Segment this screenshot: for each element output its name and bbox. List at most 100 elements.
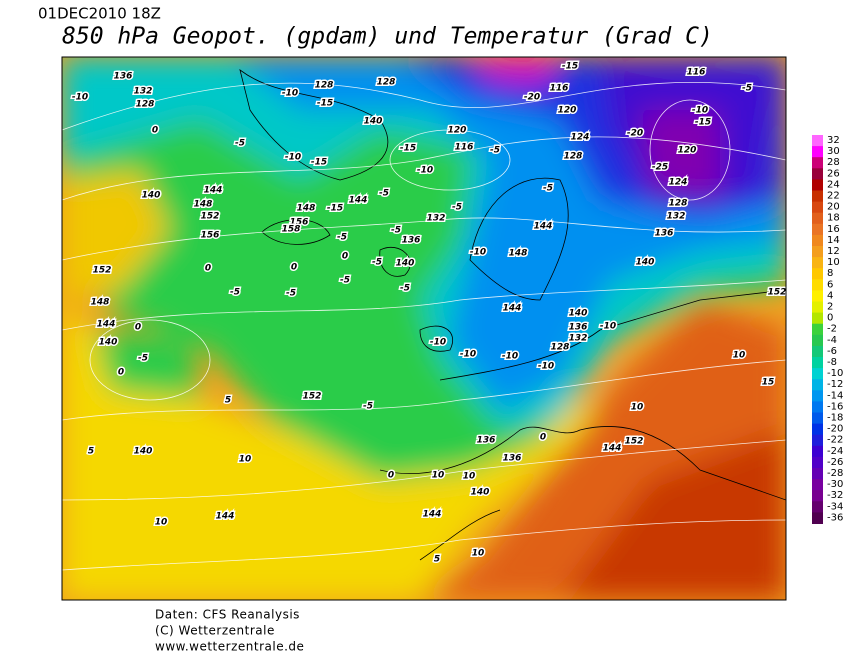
contour-label: 140	[134, 447, 153, 457]
contour-label: 132	[134, 87, 153, 97]
colorbar: 32302826242220181614121086420-2-4-6-8-10…	[812, 135, 843, 524]
colorbar-swatch	[812, 179, 823, 191]
contour-label: 136	[477, 436, 496, 446]
colorbar-swatch	[812, 490, 823, 502]
contour-label: 152	[303, 392, 322, 402]
colorbar-swatch	[812, 212, 823, 225]
contour-label: 128	[564, 152, 583, 162]
colorbar-swatch	[812, 501, 823, 513]
colorbar-label: -34	[827, 501, 843, 512]
colorbar-swatch	[812, 201, 823, 214]
contour-label: 138	[39, 211, 58, 221]
contour-label: 140	[364, 117, 383, 127]
colorbar-swatch	[812, 168, 823, 180]
colorbar-swatch	[812, 423, 823, 436]
colorbar-swatch	[812, 301, 823, 314]
contour-label: 148	[509, 249, 528, 259]
colorbar-label: -8	[827, 357, 837, 368]
contour-label: -20	[524, 93, 540, 103]
contour-label: -5	[286, 289, 296, 299]
contour-label: 10	[239, 455, 252, 465]
colorbar-swatch	[812, 512, 823, 524]
contour-label: 156	[290, 218, 309, 228]
contour-label: 128	[315, 81, 334, 91]
contour-label: 140	[99, 338, 118, 348]
contour-label: 152	[768, 288, 787, 298]
colorbar-label: -28	[827, 468, 843, 479]
colorbar-label: 32	[827, 135, 840, 146]
contour-label: 158	[282, 225, 301, 235]
contour-label: 0	[135, 323, 141, 333]
contour-label: 116	[687, 68, 706, 78]
date: 01DEC2010 18Z	[38, 5, 161, 23]
contour-label: 132	[569, 334, 588, 344]
contour-label: -15	[562, 62, 578, 72]
colorbar-swatch	[812, 157, 823, 169]
colorbar-label: -10	[827, 368, 843, 379]
colorbar-label: -16	[827, 401, 843, 412]
colorbar-swatch	[812, 290, 823, 302]
colorbar-swatch	[812, 257, 823, 269]
colorbar-swatch	[812, 368, 823, 380]
contour-label: -10	[538, 362, 554, 372]
contour-label: -5	[363, 402, 373, 412]
contour-label: -5	[235, 139, 245, 149]
colorbar-swatch	[812, 468, 823, 480]
colorbar-swatch	[812, 345, 823, 358]
contour-label: 0	[540, 433, 546, 443]
colorbar-label: 6	[827, 279, 833, 290]
contour-label: 15	[762, 378, 775, 388]
colorbar-swatch	[812, 401, 823, 413]
colorbar-label: 30	[827, 146, 840, 157]
colorbar-label: 24	[827, 179, 840, 190]
colorbar-label: 16	[827, 224, 840, 235]
contour-label: -10	[285, 153, 301, 163]
contour-label: -5	[138, 354, 148, 364]
url: www.wetterzentrale.de	[155, 640, 304, 654]
contour-label: 116	[455, 143, 474, 153]
contour-label: 152	[625, 437, 644, 447]
contour-label: 10	[733, 351, 746, 361]
contour-label: -10	[282, 89, 298, 99]
contour-label: 140	[471, 488, 490, 498]
colorbar-label: -22	[827, 435, 843, 446]
contour-label: 136	[402, 236, 421, 246]
contour-label: -5	[400, 284, 410, 294]
colorbar-label: -20	[827, 424, 843, 435]
contour-label: 136	[503, 454, 522, 464]
contour-label: 152	[93, 266, 112, 276]
colorbar-label: 8	[827, 268, 833, 279]
colorbar-swatch	[812, 146, 823, 158]
colorbar-swatch	[812, 412, 823, 425]
contour-label: 144	[423, 510, 442, 520]
coastlines	[239, 69, 786, 561]
title: 850 hPa Geopot. (gpdam) und Temperatur (…	[62, 24, 713, 50]
contour-label: -5	[337, 233, 347, 243]
contour-label: 128	[136, 100, 155, 110]
colorbar-label: 12	[827, 246, 840, 257]
colorbar-swatch	[812, 379, 823, 391]
contour-label: 140	[396, 259, 415, 269]
contour-label: -10	[460, 350, 476, 360]
contour-label: 5	[434, 555, 440, 565]
contour-label: -15	[311, 158, 327, 168]
contour-label: -5	[543, 184, 553, 194]
source: Daten: CFS Reanalysis	[155, 608, 300, 622]
contour-label: -10	[692, 106, 708, 116]
contour-label: 120	[678, 146, 697, 156]
colorbar-label: -32	[827, 490, 843, 501]
contour-label: 144	[97, 320, 116, 330]
contour-label: 144	[349, 196, 368, 206]
colorbar-swatch	[812, 268, 823, 280]
contour-label: 136	[569, 323, 588, 333]
contour-label: -15	[400, 144, 416, 154]
colorbar-label: -4	[827, 335, 837, 346]
colorbar-swatch	[812, 434, 823, 447]
colorbar-label: 20	[827, 202, 840, 213]
contour-label: 128	[551, 343, 570, 353]
isolines	[62, 82, 786, 571]
contour-label: 5	[225, 396, 231, 406]
colorbar-swatch	[812, 312, 823, 325]
